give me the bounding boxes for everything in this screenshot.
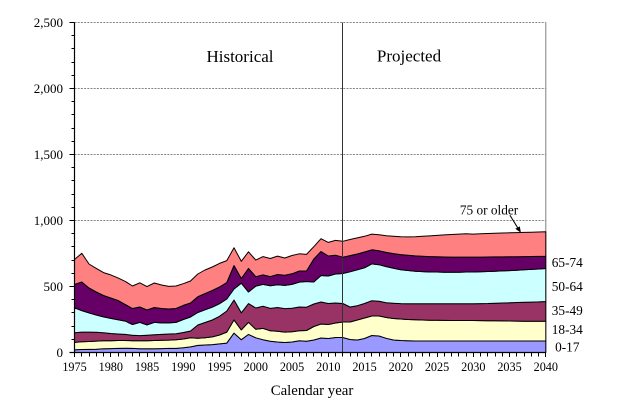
svg-text:2000: 2000 xyxy=(244,360,268,374)
svg-text:18-34: 18-34 xyxy=(552,322,583,337)
svg-text:1,500: 1,500 xyxy=(34,147,63,162)
svg-text:0-17: 0-17 xyxy=(555,340,580,355)
svg-text:2010: 2010 xyxy=(316,360,340,374)
svg-text:500: 500 xyxy=(44,279,64,294)
svg-text:1995: 1995 xyxy=(207,360,231,374)
svg-text:2015: 2015 xyxy=(352,360,376,374)
svg-text:2025: 2025 xyxy=(425,360,449,374)
svg-text:2030: 2030 xyxy=(461,360,485,374)
svg-text:Calendar year: Calendar year xyxy=(271,383,354,399)
svg-text:65-74: 65-74 xyxy=(552,255,583,270)
svg-text:Historical: Historical xyxy=(206,47,273,66)
svg-text:2020: 2020 xyxy=(389,360,413,374)
svg-text:2035: 2035 xyxy=(497,360,521,374)
svg-text:0: 0 xyxy=(57,345,64,360)
svg-text:2040: 2040 xyxy=(534,360,558,374)
svg-text:1980: 1980 xyxy=(99,360,123,374)
svg-text:35-49: 35-49 xyxy=(552,303,583,318)
svg-text:1990: 1990 xyxy=(171,360,195,374)
svg-text:75 or older: 75 or older xyxy=(460,203,519,218)
svg-text:2005: 2005 xyxy=(280,360,304,374)
svg-text:2,000: 2,000 xyxy=(34,81,63,96)
svg-text:Projected: Projected xyxy=(377,47,442,66)
svg-text:2,500: 2,500 xyxy=(34,15,63,30)
svg-text:1985: 1985 xyxy=(135,360,159,374)
svg-text:1975: 1975 xyxy=(62,360,86,374)
svg-text:1,000: 1,000 xyxy=(34,213,63,228)
svg-text:50-64: 50-64 xyxy=(552,279,583,294)
